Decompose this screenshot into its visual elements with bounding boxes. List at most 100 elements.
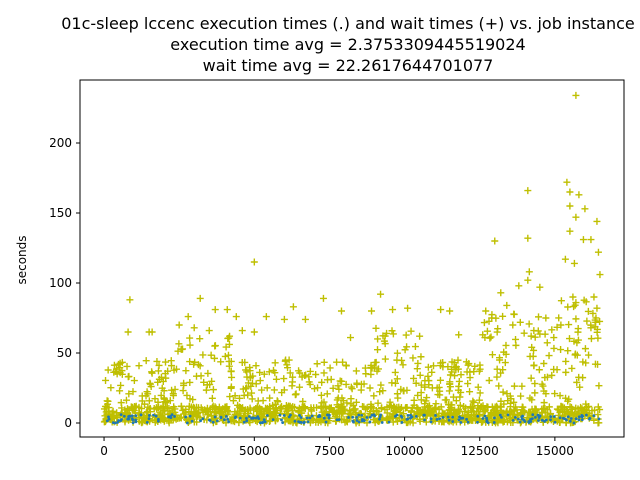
wait-time-point <box>117 381 125 389</box>
execution-time-point <box>498 413 502 417</box>
execution-time-point <box>147 417 151 421</box>
wait-time-point <box>592 314 600 322</box>
wait-time-point <box>594 334 602 342</box>
wait-time-point <box>182 367 190 375</box>
wait-time-point <box>215 403 223 411</box>
wait-time-point <box>437 306 445 314</box>
wait-time-point <box>389 306 397 314</box>
execution-time-point <box>368 415 372 419</box>
wait-time-point <box>543 339 551 347</box>
wait-time-point <box>186 378 194 386</box>
wait-time-point <box>421 383 429 391</box>
execution-time-point <box>280 418 283 422</box>
wait-time-point <box>540 387 548 395</box>
wait-time-point <box>524 234 532 242</box>
wait-time-point <box>258 410 266 418</box>
wait-time-point <box>262 313 270 321</box>
wait-time-point <box>574 336 582 344</box>
execution-time-point <box>447 418 451 422</box>
execution-time-point <box>529 420 533 423</box>
execution-time-point <box>370 413 374 417</box>
execution-time-point <box>287 415 291 419</box>
wait-time-point <box>519 403 527 411</box>
execution-time-point <box>529 417 532 421</box>
wait-time-point <box>584 307 592 315</box>
wait-time-point <box>416 406 424 414</box>
execution-time-point <box>263 420 267 424</box>
wait-time-point <box>217 358 225 366</box>
wait-time-point <box>374 335 382 343</box>
wait-time-point <box>452 397 460 405</box>
wait-time-point <box>313 360 321 368</box>
execution-time-point <box>406 413 410 417</box>
execution-time-point <box>139 413 143 417</box>
wait-time-point <box>460 402 468 410</box>
wait-time-point <box>280 315 288 323</box>
wait-time-point <box>207 351 215 359</box>
wait-time-point <box>377 405 385 413</box>
wait-time-point <box>388 327 396 335</box>
execution-time-point <box>130 414 134 418</box>
wait-time-point <box>509 321 517 329</box>
chart-title-line-1: 01c-sleep lccenc execution times (.) and… <box>61 14 635 33</box>
execution-time-point <box>128 415 132 418</box>
wait-time-point <box>417 396 425 404</box>
wait-time-point <box>574 325 582 333</box>
wait-time-point <box>100 405 108 413</box>
wait-time-point <box>399 387 407 395</box>
wait-time-point <box>450 359 458 367</box>
wait-time-point <box>229 397 237 405</box>
execution-time-point <box>378 415 382 419</box>
execution-time-point <box>465 417 468 421</box>
wait-time-point <box>339 358 347 366</box>
wait-time-point <box>318 378 326 386</box>
wait-time-point <box>269 405 277 413</box>
wait-time-point <box>583 403 591 411</box>
wait-time-point <box>417 353 425 361</box>
wait-time-point <box>510 398 518 406</box>
wait-time-point <box>457 371 465 379</box>
execution-time-point <box>574 417 578 421</box>
wait-time-point <box>572 213 580 221</box>
wait-time-point <box>590 416 598 424</box>
wait-time-point <box>524 276 532 284</box>
wait-time-point <box>327 405 335 413</box>
wait-time-point <box>210 412 218 420</box>
wait-time-point <box>299 398 307 406</box>
wait-time-point <box>238 358 246 366</box>
wait-time-point <box>580 408 588 416</box>
wait-time-point <box>579 236 587 244</box>
wait-time-point <box>591 323 599 331</box>
wait-time-point <box>320 398 328 406</box>
execution-time-point <box>549 418 552 422</box>
wait-time-point <box>352 367 360 375</box>
wait-time-point <box>150 404 158 412</box>
wait-time-point <box>271 400 279 408</box>
wait-time-point <box>148 328 156 336</box>
execution-time-point <box>569 417 573 420</box>
wait-time-point <box>485 376 493 384</box>
wait-time-point <box>531 380 539 388</box>
wait-time-point <box>482 307 490 315</box>
wait-time-point <box>276 404 284 412</box>
y-tick-label: 50 <box>57 346 72 360</box>
execution-time-point <box>266 414 269 417</box>
wait-time-point <box>595 382 603 390</box>
execution-time-point <box>215 419 219 423</box>
wait-time-point <box>189 396 197 404</box>
execution-time-point <box>485 416 489 420</box>
execution-time-point <box>147 414 151 417</box>
wait-time-point <box>541 374 549 382</box>
wait-time-point <box>398 356 406 364</box>
wait-time-point <box>172 415 180 423</box>
wait-time-point <box>102 376 110 384</box>
wait-time-point <box>196 335 204 343</box>
wait-time-point <box>593 304 601 312</box>
execution-time-point <box>188 414 192 418</box>
wait-time-point <box>319 294 327 302</box>
wait-time-point <box>572 315 580 323</box>
wait-time-point <box>596 317 604 325</box>
wait-time-point <box>556 419 564 427</box>
execution-time-point <box>400 421 404 424</box>
wait-time-point <box>246 367 254 375</box>
